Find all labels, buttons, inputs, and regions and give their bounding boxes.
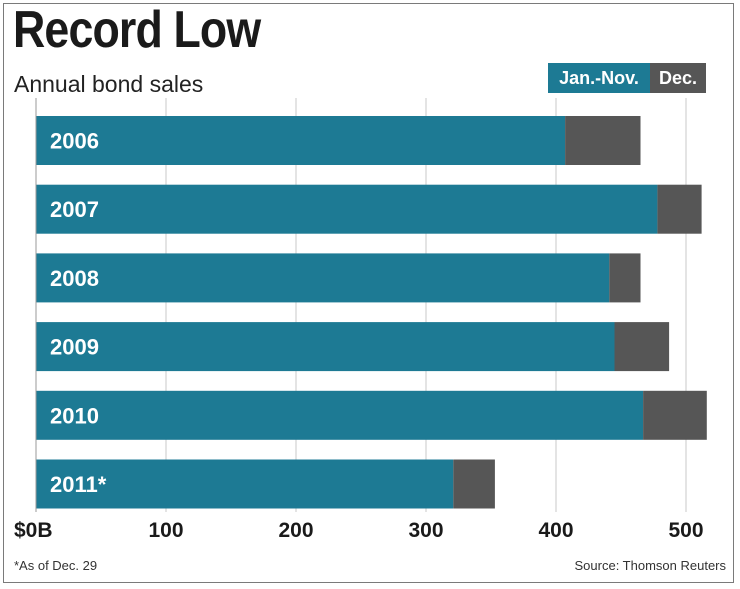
bar-2007-jan-nov — [36, 184, 658, 234]
bar-2011-dec — [453, 459, 495, 509]
bar-label-2011: 2011* — [50, 472, 107, 497]
bar-2009-jan-nov — [36, 322, 615, 372]
bar-2007-dec — [657, 184, 702, 234]
bar-2009-dec — [614, 322, 670, 372]
chart-title: Record Low — [13, 1, 261, 59]
bar-2010-dec — [643, 390, 707, 440]
bar-label-2007: 2007 — [50, 197, 99, 222]
x-tick-label-2: 200 — [278, 519, 313, 542]
legend-item-jan-nov: Jan.-Nov. — [548, 63, 650, 93]
bar-2006-dec — [565, 116, 641, 165]
bar-label-2009: 2009 — [50, 335, 99, 360]
bar-2006-jan-nov — [36, 116, 566, 165]
bar-2008-dec — [609, 253, 641, 303]
legend-item-dec: Dec. — [650, 63, 706, 93]
x-tick-label-0: $0B — [14, 519, 53, 542]
x-tick-label-5: 500 — [668, 519, 703, 542]
footnote: *As of Dec. 29 — [14, 558, 98, 573]
bar-label-2006: 2006 — [50, 129, 99, 154]
source-credit: Source: Thomson Reuters — [574, 558, 727, 573]
x-tick-label-3: 300 — [408, 519, 443, 542]
bar-2010-jan-nov — [36, 390, 644, 440]
x-tick-label-1: 100 — [148, 519, 183, 542]
bar-label-2008: 2008 — [50, 266, 99, 291]
bar-label-2010: 2010 — [50, 403, 99, 428]
x-tick-label-4: 400 — [538, 519, 573, 542]
bar-2011-jan-nov — [36, 459, 454, 509]
bar-2008-jan-nov — [36, 253, 610, 303]
chart-subtitle: Annual bond sales — [14, 71, 204, 97]
legend: Jan.-Nov. Dec. — [548, 63, 706, 93]
